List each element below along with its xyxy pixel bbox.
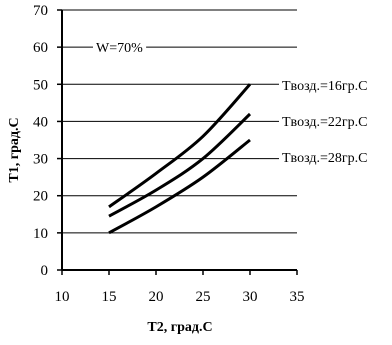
x-tick-label-10: 10 xyxy=(55,289,70,305)
series-label-22: Tвозд.=22гр.С xyxy=(282,115,367,130)
x-tick-label-25: 25 xyxy=(196,289,211,305)
tick-labels: 0 10 20 30 40 50 60 70 10 15 20 25 30 35 xyxy=(33,3,305,305)
y-tick-label-0: 0 xyxy=(41,263,49,279)
x-tick-label-35: 35 xyxy=(290,289,305,305)
y-tick-label-70: 70 xyxy=(33,3,48,19)
y-tick-label-30: 30 xyxy=(33,152,48,168)
y-tick-label-20: 20 xyxy=(33,189,48,205)
label-background xyxy=(93,40,147,57)
series-line-1 xyxy=(108,112,252,218)
annotation-text: W=70% xyxy=(96,41,143,56)
y-tick-label-50: 50 xyxy=(33,77,48,93)
axes xyxy=(57,9,298,275)
label-background xyxy=(279,150,371,167)
x-tick-label-30: 30 xyxy=(243,289,258,305)
label-background xyxy=(279,78,371,95)
series-label-28: Tвозд.=28гр.С xyxy=(282,151,367,166)
series-line-2 xyxy=(108,138,251,235)
y-tick-label-40: 40 xyxy=(33,114,48,130)
series-lines xyxy=(108,83,252,235)
label-background xyxy=(279,114,371,131)
series-label-16: Tвозд.=16гр.С xyxy=(282,79,367,94)
series-line-0 xyxy=(108,83,252,209)
y-axis-title: T1, град.С xyxy=(7,117,22,182)
x-axis-title: T2, град.С xyxy=(147,320,212,335)
x-tick-label-15: 15 xyxy=(102,289,117,305)
y-tick-label-10: 10 xyxy=(33,226,48,242)
y-tick-label-60: 60 xyxy=(33,40,48,56)
x-tick-label-20: 20 xyxy=(149,289,164,305)
